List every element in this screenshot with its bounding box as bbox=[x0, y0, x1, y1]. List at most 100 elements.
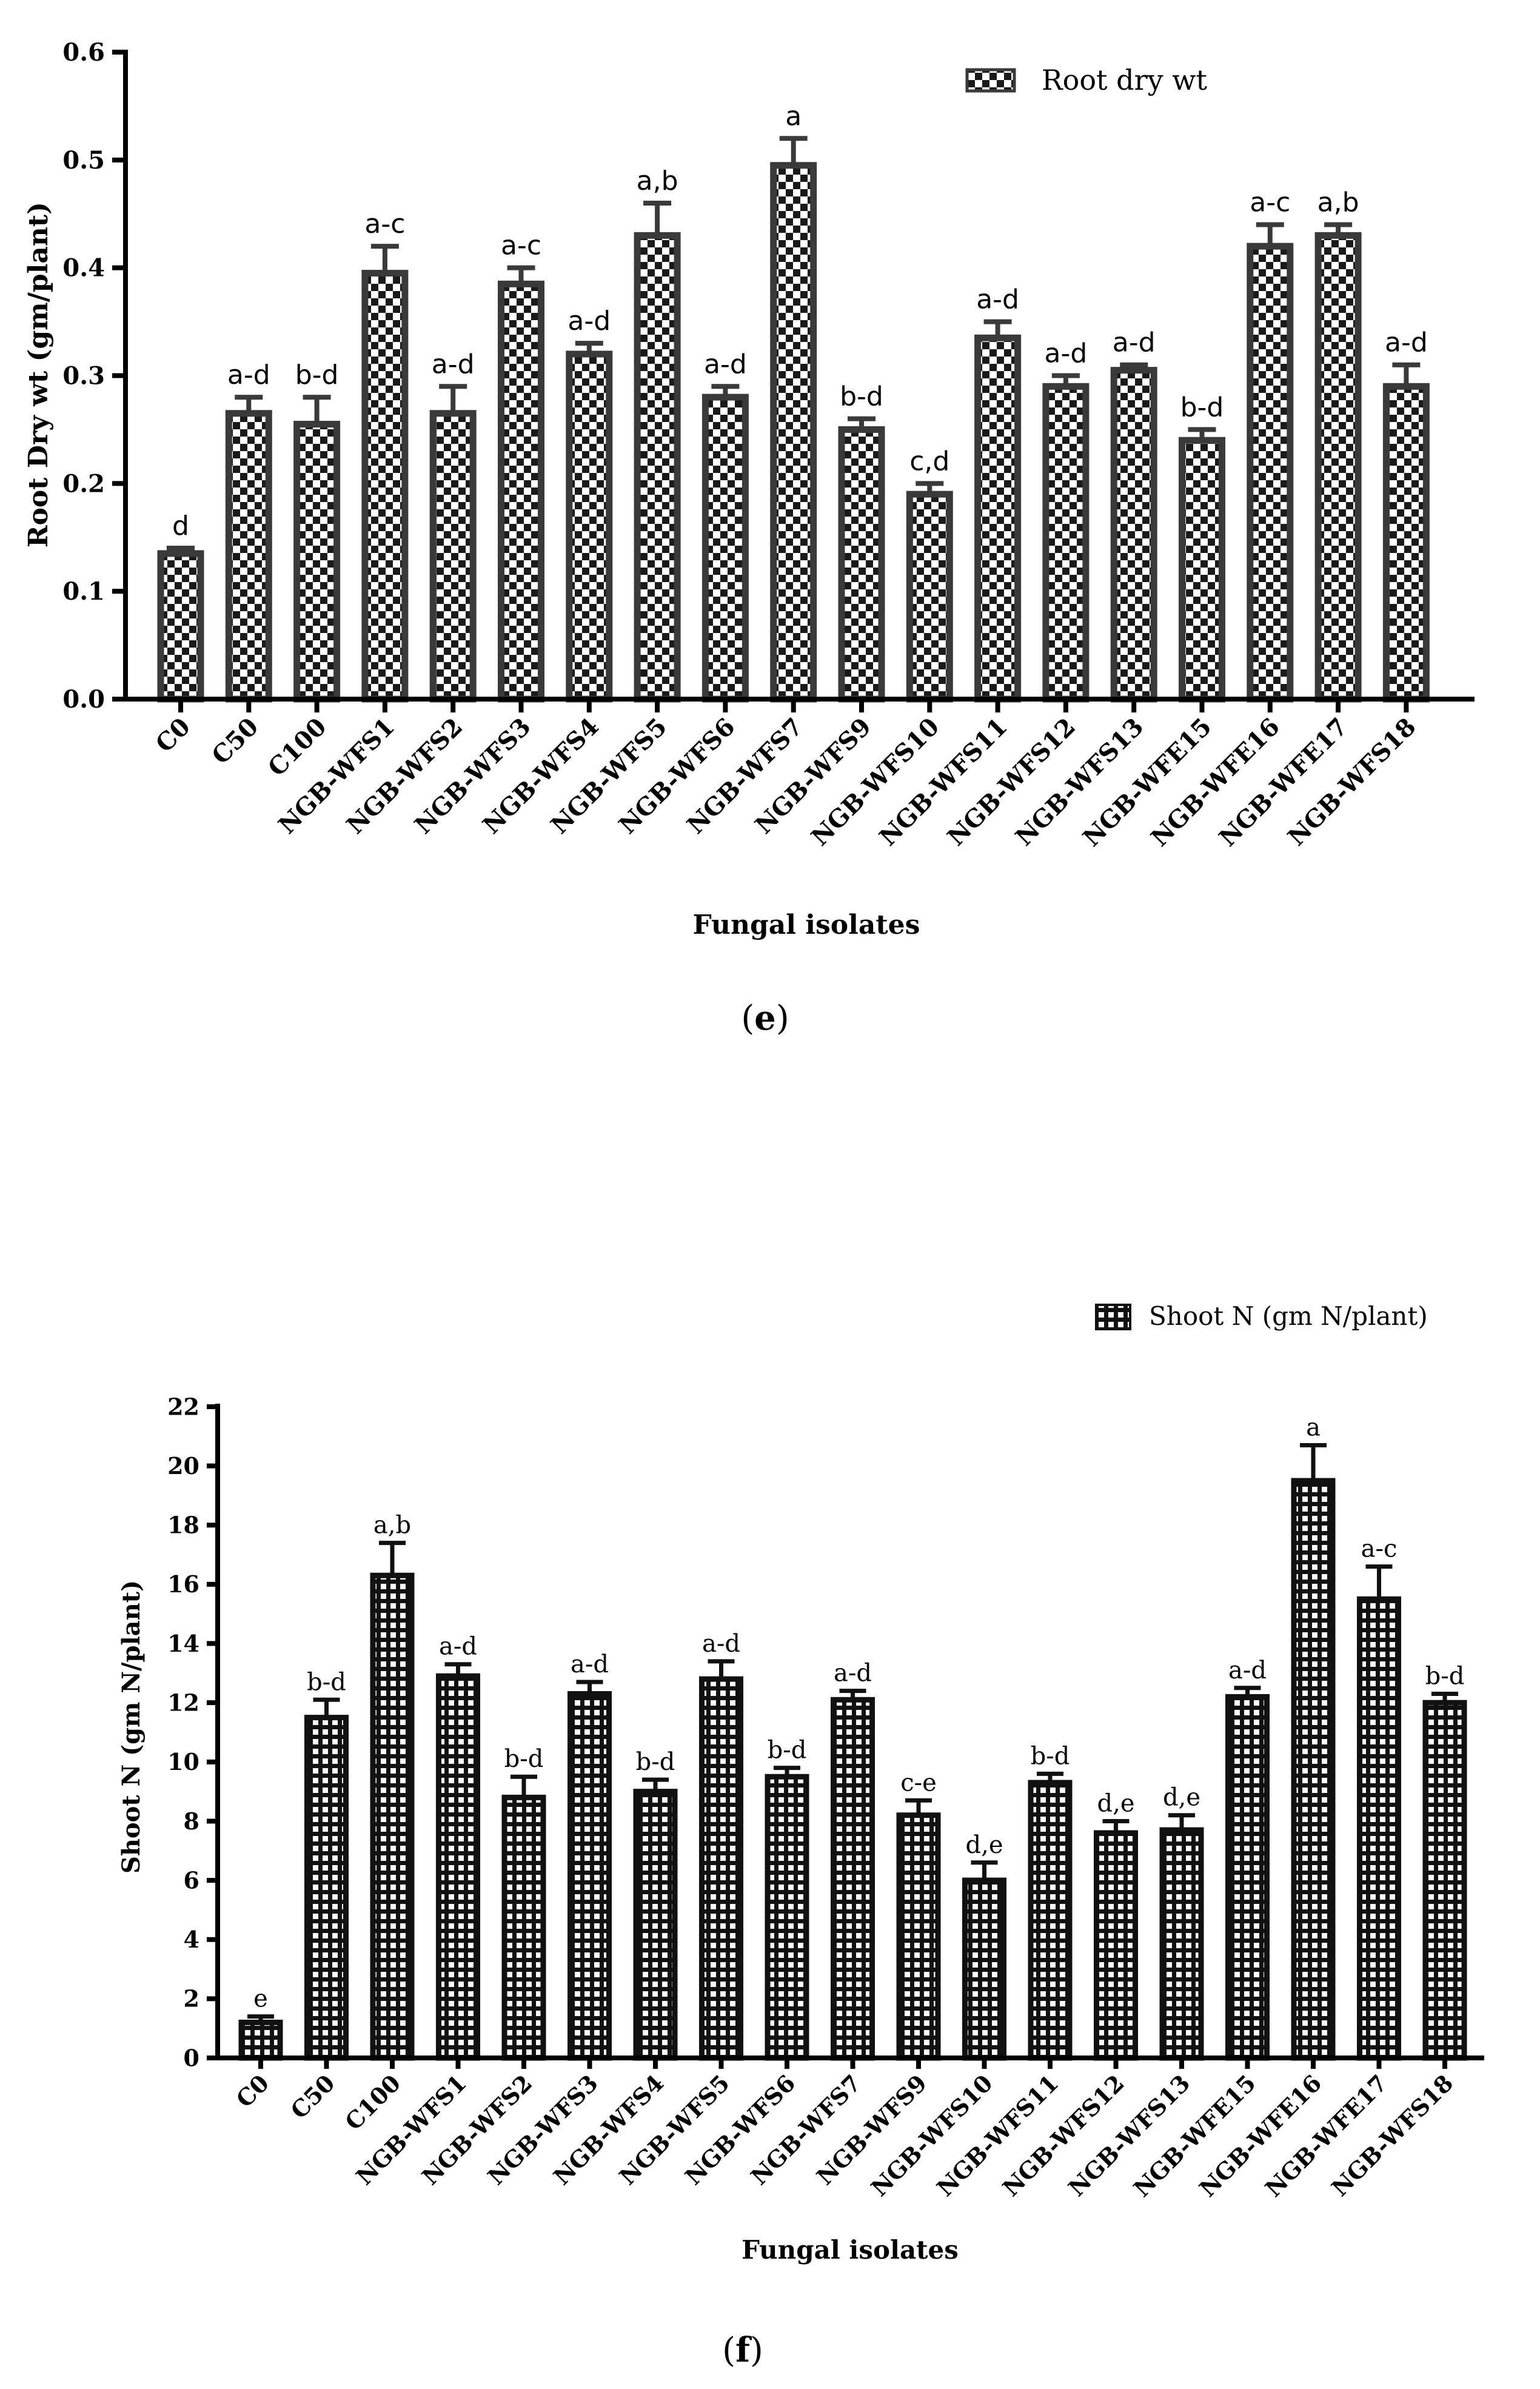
legend-swatch bbox=[965, 68, 1016, 93]
panel-label-close: ) bbox=[750, 2331, 763, 2370]
y-tick-label: 18 bbox=[167, 1512, 199, 1539]
significance-letter: a-d bbox=[571, 1650, 609, 1678]
bar-ngb-wfs3 bbox=[498, 280, 544, 703]
bar-ngb-wfs7 bbox=[770, 162, 817, 703]
significance-letter: b-d bbox=[768, 1737, 807, 1764]
significance-letter: a-c bbox=[1361, 1535, 1398, 1563]
bar-c0 bbox=[238, 2019, 283, 2061]
bar-c50 bbox=[304, 1715, 349, 2061]
bar-ngb-wfe16 bbox=[1247, 243, 1294, 703]
y-axis-label: Shoot N (gm N/plant) bbox=[117, 1580, 146, 1874]
y-tick-label: 10 bbox=[167, 1748, 199, 1775]
significance-letter: b-d bbox=[840, 381, 883, 412]
bar-ngb-wfs4 bbox=[633, 1789, 678, 2061]
significance-letter: a-d bbox=[1385, 327, 1428, 358]
x-axis-label: Fungal isolates bbox=[742, 2235, 959, 2265]
bar-ngb-wfs6 bbox=[701, 394, 749, 703]
bar-ngb-wfs9 bbox=[896, 1812, 941, 2061]
legend-label: Shoot N (gm N/plant) bbox=[1149, 1301, 1428, 1331]
bar-ngb-wfs5 bbox=[699, 1676, 743, 2061]
legend: Root dry wt bbox=[965, 64, 1208, 96]
bar-ngb-wfs9 bbox=[838, 426, 885, 703]
significance-letter: d,e bbox=[1097, 1789, 1135, 1817]
significance-letter: a-c bbox=[501, 230, 541, 261]
significance-letter: a-d bbox=[1113, 327, 1156, 358]
x-tick-label: C0 bbox=[230, 2069, 274, 2113]
panel-label-letter: e bbox=[754, 998, 776, 1038]
panel-label-close: ) bbox=[776, 999, 789, 1038]
y-tick-label: 16 bbox=[167, 1570, 199, 1598]
bar-ngb-wfe17 bbox=[1314, 232, 1362, 703]
significance-letter: a-d bbox=[702, 1630, 740, 1658]
shoot-nitrogen-chart: 0 2 4 6 8 10 12 14 16 18 20 22 e b-d a,b a-d b-d a-d b-d a… bbox=[117, 1301, 1484, 2370]
bar-ngb-wfe16 bbox=[1291, 1478, 1336, 2061]
bar-ngb-wfs10 bbox=[906, 491, 953, 703]
y-tick-label: 22 bbox=[167, 1393, 199, 1420]
y-tick-label: 6 bbox=[184, 1866, 199, 1894]
y-tick-label: 2 bbox=[184, 1985, 199, 2012]
significance-letter: a,b bbox=[637, 166, 678, 196]
significance-letter: a-d bbox=[227, 360, 270, 390]
y-tick-label: 4 bbox=[184, 1926, 199, 1953]
panel-label-e: (e) bbox=[741, 998, 789, 1038]
bar-ngb-wfe15 bbox=[1179, 437, 1225, 703]
significance-letter: e bbox=[253, 1985, 268, 2013]
x-tick-label: NGB-WFS18 bbox=[1326, 2069, 1458, 2202]
bar-c50 bbox=[225, 410, 272, 703]
bar-series bbox=[238, 1442, 1467, 2061]
significance-letter: d,e bbox=[966, 1831, 1003, 1859]
bar-c100 bbox=[370, 1572, 415, 2061]
significance-letter: b-d bbox=[295, 360, 339, 390]
legend: Shoot N (gm N/plant) bbox=[1095, 1301, 1428, 1331]
bar-ngb-wfs13 bbox=[1110, 367, 1157, 703]
significance-letter: a-d bbox=[976, 284, 1019, 315]
bar-ngb-wfs7 bbox=[831, 1697, 875, 2061]
bar-ngb-wfs18 bbox=[1382, 383, 1430, 703]
y-tick-label: 12 bbox=[167, 1689, 199, 1716]
significance-letter: a-d bbox=[1228, 1657, 1267, 1684]
significance-letter: b-d bbox=[307, 1668, 346, 1696]
x-axis-label: Fungal isolates bbox=[693, 910, 920, 940]
y-axis-label: Root Dry wt (gm/plant) bbox=[23, 202, 54, 548]
significance-letter: d,e bbox=[1163, 1784, 1200, 1812]
y-tick-label: 0.4 bbox=[62, 254, 105, 283]
y-tick-label: 0.1 bbox=[62, 577, 105, 606]
y-tick-label: 0.6 bbox=[62, 38, 105, 67]
y-tick-label: 0 bbox=[184, 2044, 199, 2071]
significance-letters: e b-d a,b a-d b-d a-d b-d a-d b-d a-d c-e d,e b-d d,e… bbox=[253, 1413, 1464, 2012]
bar-c100 bbox=[293, 421, 341, 703]
significance-letter: b-d bbox=[504, 1745, 544, 1773]
bar-c0 bbox=[157, 550, 204, 703]
panel-label-letter: f bbox=[735, 2330, 752, 2370]
y-axis-ticks: 0.0 0.1 0.2 0.3 0.4 0.5 0.6 bbox=[62, 38, 126, 714]
significance-letter: a-d bbox=[1045, 338, 1088, 369]
bar-ngb-wfs12 bbox=[1042, 383, 1090, 703]
significance-letter: d bbox=[172, 511, 189, 541]
significance-letter: a-d bbox=[432, 349, 475, 380]
significance-letter: a-c bbox=[364, 209, 405, 240]
significance-letter: b-d bbox=[636, 1748, 675, 1776]
x-tick-label: C50 bbox=[285, 2069, 340, 2125]
y-tick-label: 8 bbox=[184, 1808, 199, 1835]
bar-ngb-wfe15 bbox=[1225, 1694, 1270, 2061]
significance-letter: a-d bbox=[704, 349, 747, 380]
y-tick-label: 0.3 bbox=[62, 362, 105, 390]
bar-ngb-wfs11 bbox=[974, 334, 1022, 703]
y-axis-ticks: 0 2 4 6 8 10 12 14 16 18 20 22 bbox=[167, 1393, 218, 2071]
significance-letter: b-d bbox=[1425, 1663, 1465, 1690]
bar-ngb-wfs1 bbox=[361, 270, 409, 703]
bar-ngb-wfs5 bbox=[634, 232, 681, 703]
y-tick-label: 20 bbox=[167, 1452, 199, 1479]
bar-ngb-wfs6 bbox=[765, 1774, 809, 2061]
significance-letter: a-c bbox=[1250, 187, 1290, 218]
y-tick-label: 14 bbox=[167, 1630, 199, 1657]
y-tick-label: 0.5 bbox=[62, 146, 105, 175]
x-tick-label: C50 bbox=[206, 712, 264, 770]
significance-letter: a-d bbox=[439, 1633, 477, 1661]
significance-letter: b-d bbox=[1180, 392, 1224, 423]
bar-ngb-wfe17 bbox=[1357, 1596, 1401, 2061]
x-tick-label: C0 bbox=[150, 712, 196, 758]
y-tick-label: 0.2 bbox=[62, 469, 105, 498]
panel-label-f: (f) bbox=[722, 2330, 763, 2370]
